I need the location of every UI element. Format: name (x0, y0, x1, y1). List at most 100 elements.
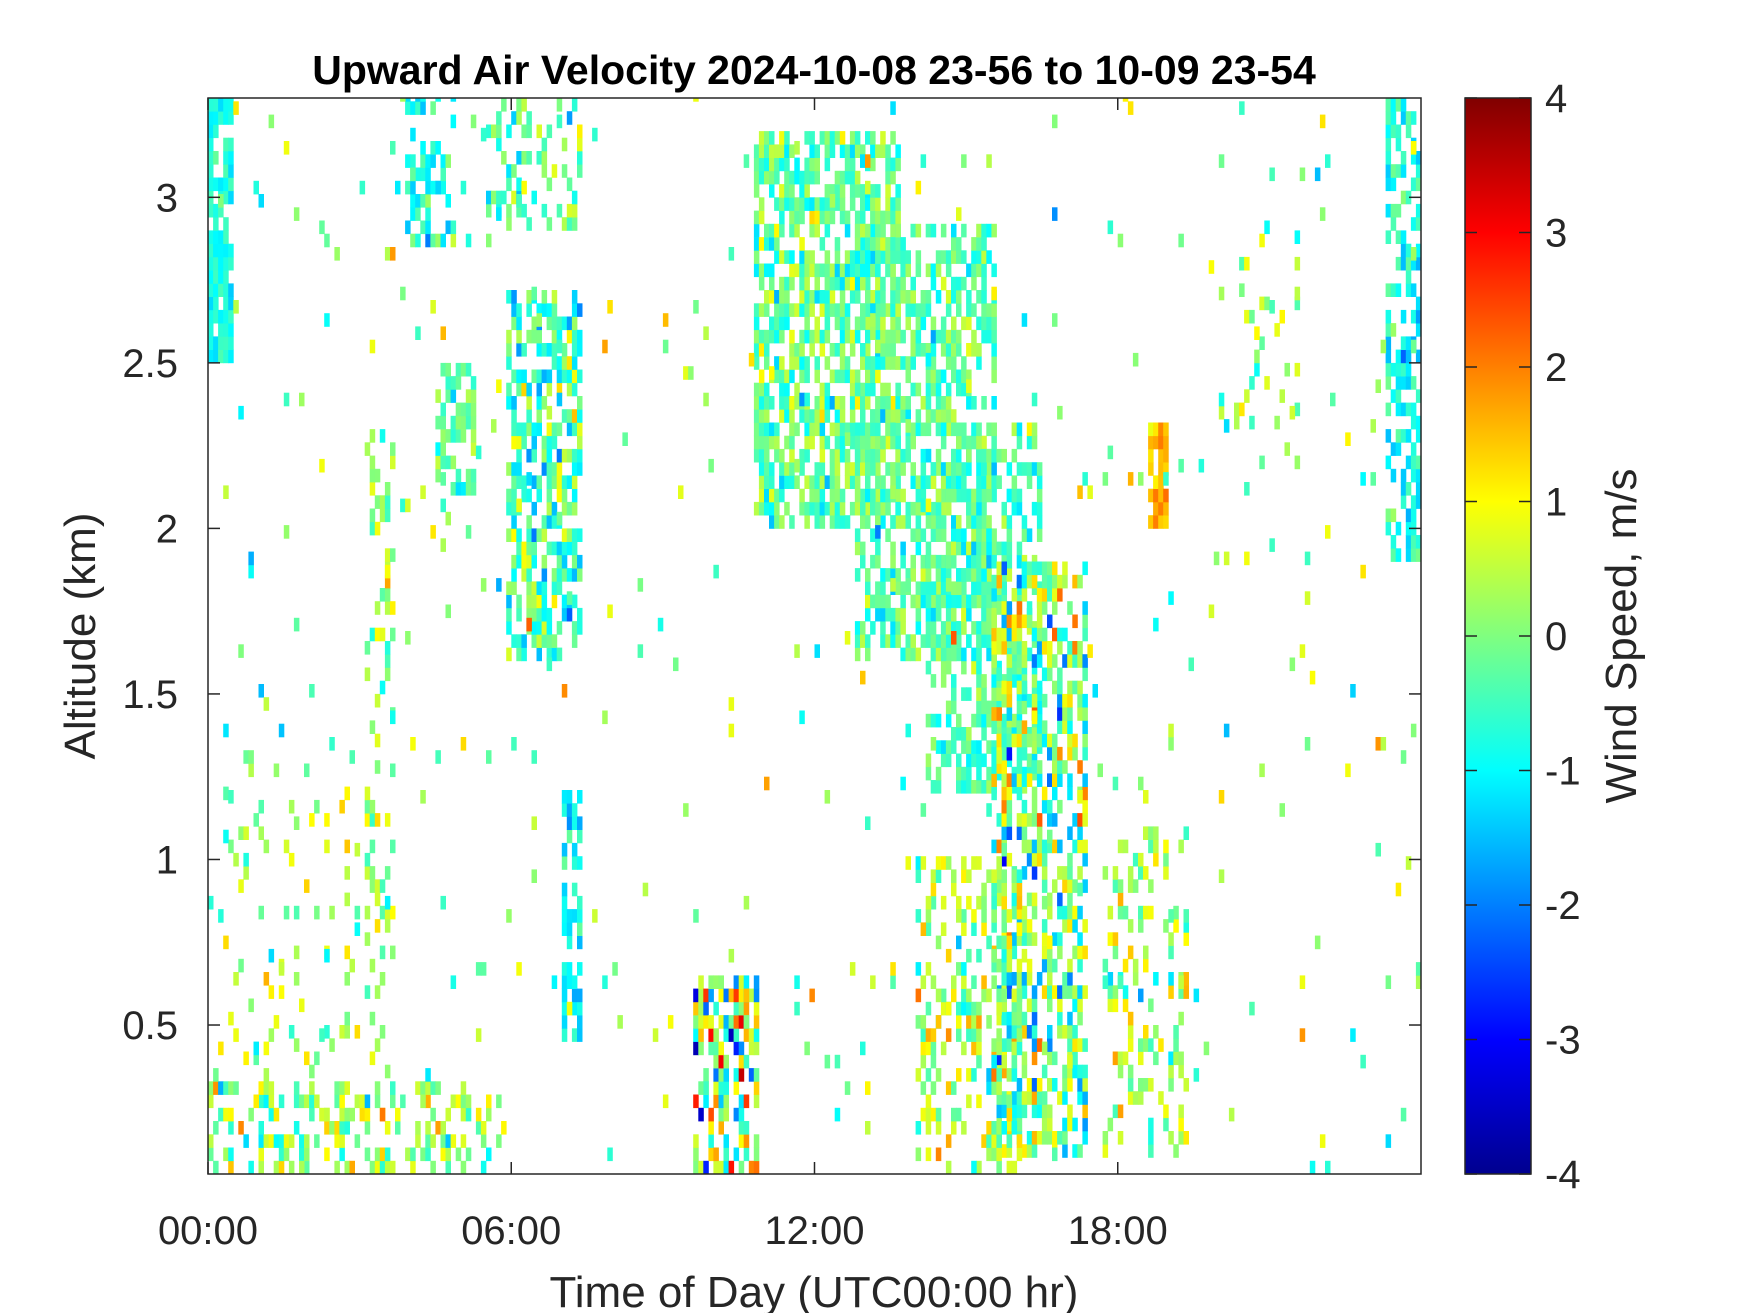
heatmap-cell (971, 435, 977, 450)
heatmap-cell (1031, 799, 1038, 814)
heatmap-cell (1234, 415, 1240, 430)
heatmap-cell (814, 263, 820, 278)
heatmap-cell (1052, 760, 1058, 774)
heatmap-cell (1001, 1011, 1007, 1026)
heatmap-cell (794, 422, 800, 437)
heatmap-cell (384, 601, 391, 615)
heatmap-cell (521, 554, 527, 569)
heatmap-cell (541, 369, 548, 384)
heatmap-cell (935, 740, 942, 754)
heatmap-cell (1390, 535, 1397, 549)
heatmap-cell (379, 1147, 386, 1162)
heatmap-cell (1021, 972, 1028, 986)
heatmap-cell (678, 485, 684, 499)
heatmap-cell (945, 1028, 952, 1042)
heatmap-cell (359, 180, 366, 195)
heatmap-cell (925, 290, 932, 304)
heatmap-cell (556, 316, 563, 331)
heatmap-cell (258, 826, 264, 840)
heatmap-cell (273, 1107, 280, 1122)
heatmap-cell (1021, 614, 1028, 629)
heatmap-cell (400, 1094, 406, 1109)
heatmap-cell (1011, 773, 1018, 787)
heatmap-cell (844, 303, 851, 317)
heatmap-cell (986, 594, 992, 609)
heatmap-cell (930, 621, 937, 635)
heatmap-cell (1314, 167, 1321, 182)
heatmap-cell (1158, 475, 1164, 489)
heatmap-cell (1072, 654, 1078, 668)
heatmap-cell (1082, 879, 1088, 893)
heatmap-cell (1001, 515, 1007, 529)
heatmap-cell (561, 356, 568, 370)
heatmap-cell (895, 568, 901, 582)
heatmap-cell (445, 1160, 451, 1174)
heatmap-cell (673, 657, 679, 672)
heatmap-cell (930, 975, 937, 989)
heatmap-cell (637, 578, 644, 592)
heatmap-cell (915, 647, 922, 662)
heatmap-cell (566, 528, 573, 542)
heatmap-cell (430, 525, 436, 539)
heatmap-cell (293, 816, 300, 830)
heatmap-cell (895, 448, 901, 463)
heatmap-cell (996, 958, 1002, 973)
heatmap-cell (379, 429, 386, 443)
heatmap-cell (1036, 627, 1043, 642)
heatmap-cell (223, 829, 229, 844)
heatmap-cell (1082, 1104, 1088, 1119)
heatmap-cell (1006, 799, 1013, 814)
heatmap-cell (521, 647, 527, 662)
heatmap-cell (910, 290, 916, 304)
heatmap-cell (860, 409, 866, 423)
heatmap-cell (809, 263, 815, 278)
heatmap-cell (991, 329, 997, 344)
heatmap-cell (1016, 998, 1023, 1013)
heatmap-cell (981, 975, 987, 989)
heatmap-cell (693, 1015, 699, 1029)
heatmap-cell (860, 356, 866, 370)
heatmap-cell (1057, 760, 1063, 774)
heatmap-cell (531, 435, 537, 450)
heatmap-cell (1067, 786, 1073, 801)
heatmap-cell (854, 488, 861, 503)
heatmap-cell (1082, 1038, 1088, 1052)
heatmap-cell (819, 501, 826, 516)
heatmap-cell (829, 475, 836, 489)
heatmap-cell (890, 607, 896, 622)
heatmap-cell (1107, 220, 1114, 235)
heatmap-cell (228, 164, 234, 178)
heatmap-cell (566, 816, 573, 830)
heatmap-cell (966, 753, 972, 768)
heatmap-cell (854, 422, 861, 437)
heatmap-cell (465, 525, 472, 539)
heatmap-cell (1178, 1064, 1184, 1079)
heatmap-cell (895, 144, 901, 158)
heatmap-cell (870, 157, 876, 172)
heatmap-cell (961, 422, 967, 437)
heatmap-cell (1284, 442, 1290, 456)
heatmap-cell (561, 607, 568, 622)
heatmap-cell (769, 488, 775, 503)
heatmap-cell (430, 180, 436, 195)
heatmap-cell (854, 316, 861, 331)
heatmap-cell (865, 290, 871, 304)
heatmap-cell (516, 316, 522, 331)
heatmap-cell (915, 1121, 922, 1135)
heatmap-cell (364, 641, 371, 655)
heatmap-cell (865, 263, 871, 278)
heatmap-cell (703, 326, 709, 340)
heatmap-cell (410, 737, 416, 751)
heatmap-cell (592, 909, 598, 923)
heatmap-cell (1223, 723, 1230, 738)
heatmap-cell (1173, 1144, 1179, 1158)
heatmap-cell (753, 1094, 760, 1109)
heatmap-cell (829, 488, 836, 503)
heatmap-cell (1173, 1038, 1179, 1052)
heatmap-cell (890, 485, 896, 499)
heatmap-cell (804, 475, 810, 489)
heatmap-cell (976, 660, 982, 675)
heatmap-cell (764, 303, 770, 317)
heatmap-cell (920, 581, 927, 595)
heatmap-cell (1178, 1117, 1184, 1132)
